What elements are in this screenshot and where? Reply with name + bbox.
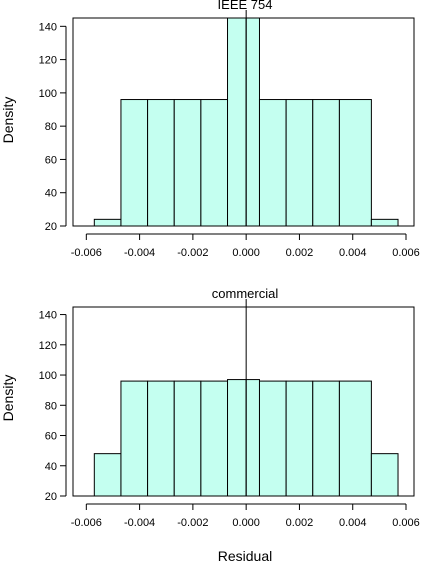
- bottom-y-tick-label: 20: [45, 491, 57, 503]
- bottom-histogram-bar: [245, 379, 260, 497]
- top-x-tick-label: -0.006: [71, 247, 102, 259]
- bottom-y-tick-label: 40: [45, 461, 57, 473]
- top-histogram-bar: [245, 17, 260, 227]
- top-histogram-bar: [285, 99, 314, 227]
- top-histogram-bar: [147, 99, 175, 227]
- top-x-tick-label: -0.002: [177, 247, 208, 259]
- top-histogram-bar: [173, 99, 202, 227]
- bottom-histogram-bar: [93, 453, 122, 497]
- top-histogram-bar: [258, 99, 287, 227]
- bottom-bars: [93, 379, 399, 497]
- bottom-histogram-bar: [258, 380, 287, 497]
- bottom-panel-xlabel: Residual: [218, 548, 272, 563]
- bottom-x-tick-label: 0.002: [286, 517, 314, 529]
- top-x-tick-label: 0.004: [339, 247, 367, 259]
- bottom-histogram-bar: [120, 380, 149, 497]
- bottom-y-tick-label: 140: [39, 310, 57, 322]
- top-panel-title: IEEE 754: [218, 0, 273, 12]
- bottom-x-tick-label: -0.004: [124, 517, 155, 529]
- top-y-tick-label: 60: [45, 154, 57, 166]
- bottom-y-tick-label: 120: [39, 340, 57, 352]
- top-bars: [93, 17, 399, 227]
- bottom-x-tick-label: 0.004: [339, 517, 367, 529]
- bottom-panel-commercial: commercial Density Residual -0.006 -0.004…: [0, 286, 420, 563]
- bottom-y-tick-label: 80: [45, 400, 57, 412]
- bottom-panel-ylabel: Density: [0, 375, 16, 422]
- top-plot-frame: [72, 17, 415, 227]
- top-x-tick-label: 0.000: [232, 247, 260, 259]
- top-y-tick-label: 140: [39, 21, 57, 33]
- top-x-tick-label: 0.006: [392, 247, 420, 259]
- top-histogram-bar: [370, 218, 399, 227]
- bottom-histogram-bar: [370, 453, 399, 497]
- top-panel-ieee754: IEEE 754 Density -0.006 -0.004 -0.002 0.000…: [0, 0, 420, 259]
- bottom-x-tick-label: 0.006: [392, 517, 420, 529]
- bottom-histogram-bar: [147, 380, 175, 497]
- bottom-y-tick-label: 60: [45, 431, 57, 443]
- top-y-tick-label: 120: [39, 55, 57, 67]
- bottom-x-tick-label: -0.006: [71, 517, 102, 529]
- top-histogram-bar: [120, 99, 149, 227]
- top-histogram-bar: [338, 99, 372, 227]
- top-histogram-bar: [200, 99, 229, 227]
- bottom-histogram-bar: [338, 380, 372, 497]
- bottom-x-tick-label: 0.000: [232, 517, 260, 529]
- bottom-histogram-bar: [285, 380, 314, 497]
- bottom-x-tick-label: -0.002: [177, 517, 208, 529]
- top-x-tick-label: 0.002: [286, 247, 314, 259]
- bottom-panel-title: commercial: [212, 286, 279, 301]
- bottom-y-tick-label: 100: [39, 370, 57, 382]
- top-y-tick-label: 100: [39, 88, 57, 100]
- bottom-histogram-bar: [200, 380, 229, 497]
- bottom-histogram-bar: [227, 379, 247, 497]
- bottom-histogram-bar: [173, 380, 202, 497]
- top-histogram-bar: [227, 17, 247, 227]
- bottom-plot-frame: [72, 306, 415, 497]
- top-y-tick-label: 80: [45, 121, 57, 133]
- top-y-tick-label: 40: [45, 188, 57, 200]
- top-histogram-bar: [312, 99, 340, 227]
- top-histogram-bar: [93, 218, 122, 227]
- top-x-tick-label: -0.004: [124, 247, 155, 259]
- top-y-tick-label: 20: [45, 221, 57, 233]
- bottom-histogram-bar: [312, 380, 340, 497]
- top-panel-ylabel: Density: [0, 97, 16, 144]
